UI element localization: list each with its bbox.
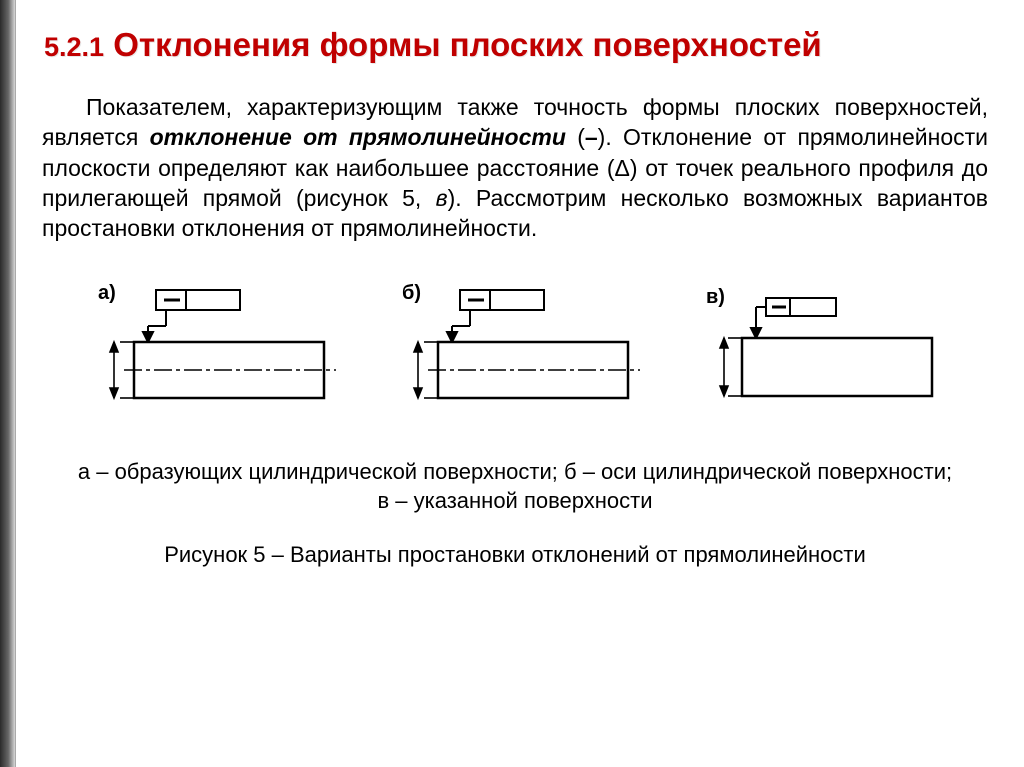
body-paragraph: Показателем, характеризующим также точно… (42, 92, 988, 244)
figure-c-label: в) (706, 286, 725, 309)
section-number: 5.2.1 (44, 32, 104, 62)
figure-b: б) (400, 286, 660, 411)
figure-row: а) (96, 286, 964, 411)
body-figref: в (436, 185, 448, 211)
figure-c: в) (704, 286, 964, 411)
body-text: ( (566, 124, 585, 150)
body-symbol: – (585, 124, 598, 150)
figure-a: а) (96, 286, 356, 411)
figure-legend: а – образующих цилиндрической поверхност… (76, 457, 954, 516)
figure-b-svg (400, 286, 660, 406)
figure-a-label: а) (98, 282, 116, 305)
section-title-text: Отклонения формы плоских поверхностей (113, 26, 822, 63)
content: 5.2.1 Отклонения формы плоских поверхнос… (16, 0, 1024, 767)
body-term: отклонение от прямолинейности (150, 124, 566, 150)
section-title: 5.2.1 Отклонения формы плоских поверхнос… (44, 26, 994, 64)
figure-b-label: б) (402, 282, 421, 305)
page: 5.2.1 Отклонения формы плоских поверхнос… (0, 0, 1024, 767)
figure-caption: Рисунок 5 – Варианты простановки отклоне… (76, 542, 954, 568)
figure-c-svg (704, 286, 964, 406)
binding-edge (0, 0, 16, 767)
figure-a-svg (96, 286, 356, 406)
